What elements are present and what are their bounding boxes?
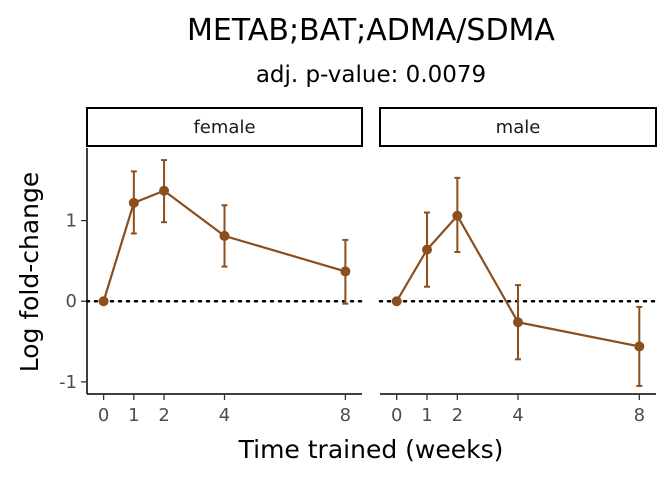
x-tick-label: 4	[219, 405, 230, 426]
x-tick-label: 0	[391, 405, 402, 426]
x-tick-label: 8	[340, 405, 351, 426]
x-tick-label: 0	[98, 405, 109, 426]
y-tick-label: 0	[66, 291, 77, 312]
data-point	[422, 244, 433, 255]
data-point	[513, 317, 523, 328]
x-tick-label: 1	[421, 405, 432, 426]
chart-title: METAB;BAT;ADMA/SDMA	[187, 13, 555, 48]
data-point	[219, 230, 230, 241]
panel-male: male 0 1 2 4 8	[378, 107, 658, 426]
data-point	[159, 185, 170, 196]
strip-label: female	[193, 117, 255, 138]
x-tick-label: 2	[452, 405, 463, 426]
data-point	[340, 266, 351, 277]
x-tick-label: 1	[128, 405, 139, 426]
x-tick-label: 4	[512, 405, 523, 426]
strip-box	[379, 107, 657, 147]
x-tick-label: 8	[634, 405, 645, 426]
panel-female: female 0 1 2 4 8	[85, 107, 364, 426]
data-point	[128, 197, 139, 208]
data-point	[634, 341, 645, 352]
x-axis-title: Time trained (weeks)	[238, 435, 504, 464]
data-point	[391, 296, 402, 307]
data-point	[452, 210, 463, 221]
y-axis-title: Log fold-change	[15, 172, 44, 373]
strip-label: male	[496, 117, 541, 138]
y-tick-label: -1	[59, 372, 77, 393]
y-tick-label: 1	[66, 211, 77, 232]
chart-subtitle: adj. p-value: 0.0079	[256, 62, 486, 88]
strip-box	[86, 107, 363, 147]
x-tick-label: 2	[158, 405, 169, 426]
data-point	[98, 296, 109, 307]
